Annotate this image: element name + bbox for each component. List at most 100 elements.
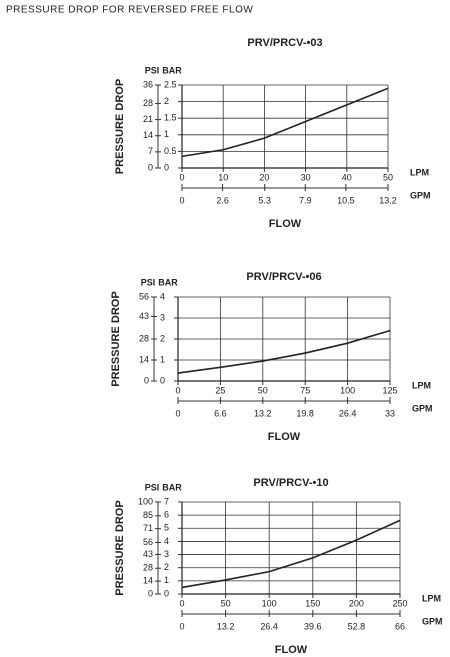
x2-tick-label: 66 xyxy=(395,621,405,631)
y-label: PRESSURE DROP xyxy=(114,79,126,174)
y2-tick-label: 28 xyxy=(139,333,149,343)
x-tick-label: 75 xyxy=(300,385,310,395)
y-tick-label: 4 xyxy=(164,536,169,546)
y-tick-label: 0.5 xyxy=(164,146,177,156)
y-tick-label: 7 xyxy=(164,496,169,506)
y-tick-label: 1 xyxy=(164,129,169,139)
y-unit: BAR xyxy=(162,482,182,492)
y2-tick-label: 43 xyxy=(139,311,149,321)
x2-tick-label: 19.8 xyxy=(296,408,314,418)
y-tick-label: 3 xyxy=(164,549,169,559)
x2-tick-label: 6.6 xyxy=(214,408,227,418)
y2-tick-label: 0 xyxy=(148,162,153,172)
x-tick-label: 200 xyxy=(349,598,364,608)
x-unit: LPM xyxy=(410,167,429,177)
x-unit: LPM xyxy=(412,380,431,390)
chart-title: PRV/PRCV-•03 xyxy=(247,37,322,49)
y-tick-label: 3 xyxy=(160,312,165,322)
x-tick-label: 150 xyxy=(305,598,320,608)
y-tick-label: 6 xyxy=(164,510,169,520)
y2-tick-label: 56 xyxy=(139,291,149,301)
x-tick-label: 25 xyxy=(215,385,225,395)
y2-tick-label: 14 xyxy=(143,130,153,140)
x2-tick-label: 7.9 xyxy=(299,195,312,205)
y-tick-label: 0 xyxy=(164,162,169,172)
y2-tick-label: 85 xyxy=(143,510,153,520)
x2-tick-label: 5.3 xyxy=(258,195,271,205)
x-tick-label: 50 xyxy=(258,385,268,395)
y-tick-label: 2 xyxy=(164,562,169,572)
y-label: PRESSURE DROP xyxy=(114,500,126,595)
x2-unit: GPM xyxy=(412,403,433,413)
y-tick-label: 0 xyxy=(164,588,169,598)
x2-tick-label: 0 xyxy=(175,408,180,418)
page-title: PRESSURE DROP FOR REVERSED FREE FLOW xyxy=(6,5,253,16)
y-tick-label: 1 xyxy=(160,354,165,364)
y-tick-label: 0 xyxy=(160,375,165,385)
x-tick-label: 20 xyxy=(259,172,269,182)
y2-tick-label: 0 xyxy=(144,375,149,385)
curve xyxy=(181,87,389,158)
x-label: FLOW xyxy=(269,218,302,230)
y2-unit: PSI xyxy=(145,65,160,75)
x-tick-label: 50 xyxy=(221,598,231,608)
x-tick-label: 10 xyxy=(218,172,228,182)
x2-tick-label: 13.2 xyxy=(254,408,272,418)
y2-tick-label: 56 xyxy=(143,537,153,547)
x-tick-label: 250 xyxy=(392,598,407,608)
y-tick-label: 5 xyxy=(164,523,169,533)
y2-tick-label: 36 xyxy=(143,79,153,89)
y-tick-label: 2 xyxy=(164,96,169,106)
y-tick-label: 1.5 xyxy=(164,113,177,123)
curve xyxy=(177,329,391,374)
y2-tick-label: 14 xyxy=(139,354,149,364)
y2-tick-label: 28 xyxy=(143,563,153,573)
x2-tick-label: 10.5 xyxy=(337,195,355,205)
x2-tick-label: 52.8 xyxy=(348,621,366,631)
chart-title: PRV/PRCV-•10 xyxy=(253,477,328,489)
x2-tick-label: 2.6 xyxy=(216,195,229,205)
y2-tick-label: 14 xyxy=(143,575,153,585)
x-label: FLOW xyxy=(268,431,301,443)
x-tick-label: 40 xyxy=(342,172,352,182)
y2-unit: PSI xyxy=(145,482,160,492)
y-tick-label: 2 xyxy=(160,333,165,343)
x-unit: LPM xyxy=(422,593,441,603)
x-tick-label: 100 xyxy=(340,385,355,395)
y-tick-label: 4 xyxy=(160,291,165,301)
x-tick-label: 50 xyxy=(383,172,393,182)
y2-tick-label: 0 xyxy=(148,588,153,598)
x2-tick-label: 13.2 xyxy=(379,195,397,205)
x2-unit: GPM xyxy=(410,190,431,200)
y-unit: BAR xyxy=(162,65,182,75)
x-tick-label: 0 xyxy=(179,598,184,608)
x2-tick-label: 13.2 xyxy=(217,621,235,631)
x2-tick-label: 0 xyxy=(179,621,184,631)
x2-tick-label: 26.4 xyxy=(339,408,357,418)
x-label: FLOW xyxy=(275,644,308,656)
y2-unit: PSI xyxy=(141,277,156,287)
y-unit: BAR xyxy=(158,277,178,287)
x2-unit: GPM xyxy=(422,616,443,626)
y-label: PRESSURE DROP xyxy=(110,291,122,386)
y2-tick-label: 100 xyxy=(138,496,153,506)
y2-tick-label: 28 xyxy=(143,98,153,108)
x2-tick-label: 33 xyxy=(385,408,395,418)
y2-tick-label: 71 xyxy=(143,523,153,533)
x2-tick-label: 0 xyxy=(179,195,184,205)
chart-title: PRV/PRCV-•06 xyxy=(246,271,321,283)
x2-tick-label: 26.4 xyxy=(260,621,278,631)
curve xyxy=(181,519,401,589)
x-tick-label: 0 xyxy=(175,385,180,395)
y2-tick-label: 7 xyxy=(148,146,153,156)
x-tick-label: 30 xyxy=(301,172,311,182)
y-tick-label: 1 xyxy=(164,575,169,585)
x-tick-label: 125 xyxy=(382,385,397,395)
x2-tick-label: 39.6 xyxy=(304,621,322,631)
x-tick-label: 0 xyxy=(179,172,184,182)
y2-tick-label: 43 xyxy=(143,549,153,559)
y-tick-label: 2.5 xyxy=(164,79,177,89)
y2-tick-label: 21 xyxy=(143,114,153,124)
x-tick-label: 100 xyxy=(262,598,277,608)
